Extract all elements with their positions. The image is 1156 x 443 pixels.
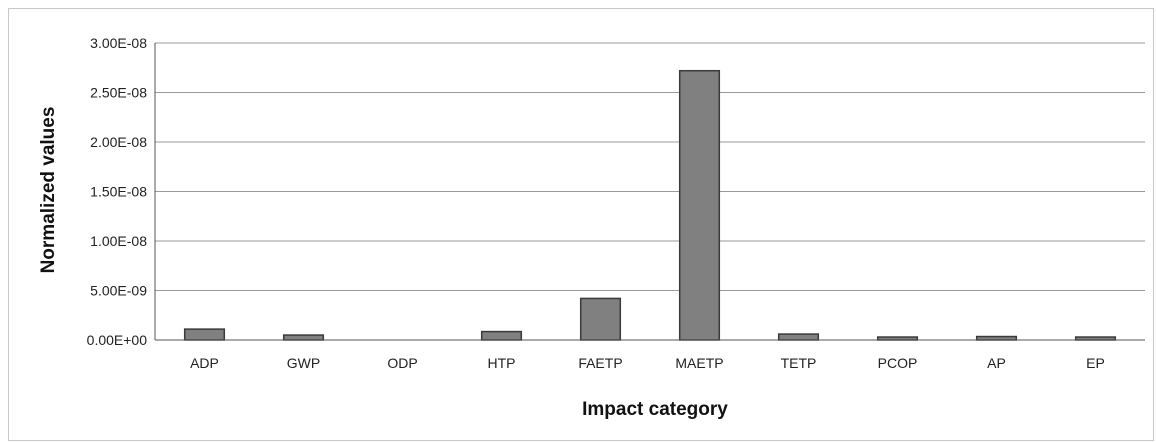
bar-gwp bbox=[282, 334, 325, 341]
x-tick-label: MAETP bbox=[675, 355, 723, 371]
y-tick-label: 2.50E-08 bbox=[90, 85, 147, 101]
x-axis-title: Impact category bbox=[582, 399, 728, 420]
bar-adp bbox=[183, 328, 226, 341]
x-tick-label: GWP bbox=[287, 355, 320, 371]
x-tick-label: HTP bbox=[488, 355, 516, 371]
x-tick-label: FAETP bbox=[578, 355, 622, 371]
x-tick-label: PCOP bbox=[878, 355, 918, 371]
x-tick-labels: ADP GWP ODP HTP FAETP MAETP TETP PCOP AP EP bbox=[190, 355, 1105, 371]
y-axis-title: Normalized values bbox=[38, 107, 59, 274]
y-tick-label: 3.00E-08 bbox=[90, 35, 147, 51]
x-tick-label: ADP bbox=[190, 355, 219, 371]
chart-frame bbox=[8, 8, 1154, 441]
y-tick-label: 0.00E+00 bbox=[87, 332, 148, 348]
y-tick-label: 1.00E-08 bbox=[90, 233, 147, 249]
bar-faetp bbox=[579, 297, 622, 341]
y-tick-labels: 0.00E+00 5.00E-09 1.00E-08 1.50E-08 2.00E-08… bbox=[87, 35, 148, 348]
bar-htp bbox=[480, 330, 523, 341]
axes bbox=[154, 43, 1145, 341]
x-tick-label: EP bbox=[1086, 355, 1105, 371]
bar-ap bbox=[975, 335, 1018, 341]
x-tick-label: TETP bbox=[781, 355, 817, 371]
bar-tetp bbox=[777, 333, 820, 341]
gridlines bbox=[155, 42, 1145, 291]
bar-maetp bbox=[678, 69, 721, 341]
y-tick-label: 1.50E-08 bbox=[90, 184, 147, 200]
y-tick-label: 5.00E-09 bbox=[90, 283, 147, 299]
y-tick-label: 2.00E-08 bbox=[90, 134, 147, 150]
x-tick-label: AP bbox=[987, 355, 1006, 371]
bars bbox=[183, 69, 1117, 341]
x-tick-label: ODP bbox=[387, 355, 417, 371]
